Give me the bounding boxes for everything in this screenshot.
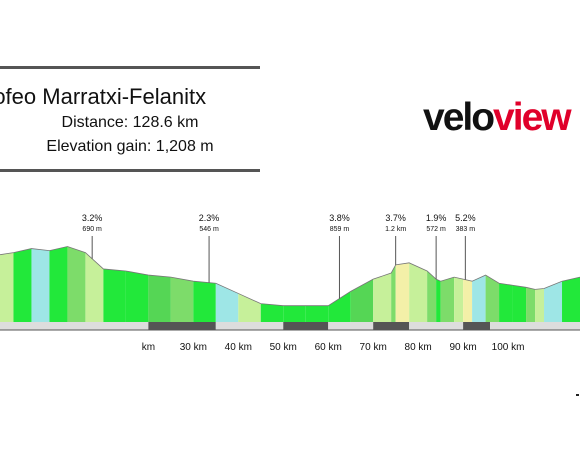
profile-outline [0,246,580,307]
profile-segment [440,277,455,322]
profile-segment [305,305,329,322]
road-bar-segment [409,322,464,330]
profile-segment [350,279,374,322]
profile-segment [526,287,536,322]
profile-segment [67,246,86,322]
profile-segment [373,273,392,322]
profile-segment [215,283,239,322]
corner-mark [576,394,579,396]
logo-text-view: view [493,96,572,139]
header-bottom-rule [0,169,260,172]
profile-segment [472,275,486,322]
profile-segment [395,262,410,322]
climb-length-label: 690 m [82,226,102,233]
logo-text-velo: velo [423,96,495,139]
road-bar-segment [373,322,410,330]
climb-grade-label: 3.2% [82,213,103,223]
profile-segment [103,268,126,322]
header-top-rule [0,66,260,69]
climb-length-label: 383 m [456,226,476,233]
x-tick-label: 90 km [449,342,476,353]
x-tick-label: 60 km [315,342,342,353]
climb-length-label: 572 m [426,226,446,233]
profile-segment [283,305,306,322]
road-bar-segment [463,322,491,330]
profile-segment [436,279,441,322]
road-bar-segment [215,322,284,330]
profile-segment [409,262,428,322]
profile-segment [535,288,545,322]
x-tick-label: km [142,342,155,353]
elevation-gain-stat: Elevation gain: 1,208 m [46,138,214,155]
climb-grade-label: 5.2% [455,213,476,223]
climb-grade-label: 3.7% [385,213,406,223]
road-bar-segment [283,322,329,330]
x-tick-label: 100 km [492,342,525,353]
profile-segment [193,281,216,322]
road-bar-segment [148,322,216,330]
profile-segment [13,248,32,322]
climb-length-label: 1.2 km [385,226,406,233]
profile-segment [85,252,104,322]
climb-grade-label: 1.9% [426,213,447,223]
profile-segment [31,248,50,322]
profile-segment [562,277,580,322]
profile-segment [328,291,351,322]
profile-segment [170,277,194,322]
profile-segment [260,303,284,322]
x-tick-label: 80 km [405,342,432,353]
race-title: rofeo Marratxi-Felanitx [0,84,207,109]
profile-segment [485,275,500,322]
x-tick-label: 70 km [360,342,387,353]
climb-grade-label: 2.3% [199,213,220,223]
profile-segment [427,271,437,322]
profile-segment [499,283,513,322]
profile-segment [238,293,261,322]
veloviewer-logo: veloview [423,96,572,140]
profile-segment [49,246,68,322]
climb-length-label: 546 m [199,226,219,233]
road-bar-segment [490,322,580,330]
profile-segment [544,281,563,322]
road-bar-segment [328,322,374,330]
distance-stat: Distance: 128.6 km [61,114,199,131]
profile-segment [463,279,473,322]
x-tick-label: 30 km [180,342,207,353]
climb-length-label: 859 m [330,226,350,233]
road-bar-segment [0,322,149,330]
profile-segment [148,275,171,322]
profile-segment [512,285,527,322]
profile-segment [125,271,149,322]
profile-segment [454,277,464,322]
x-tick-label: 50 km [270,342,297,353]
x-tick-label: 40 km [225,342,252,353]
profile-segment [0,252,14,322]
profile-segment [391,264,396,322]
climb-grade-label: 3.8% [329,213,350,223]
